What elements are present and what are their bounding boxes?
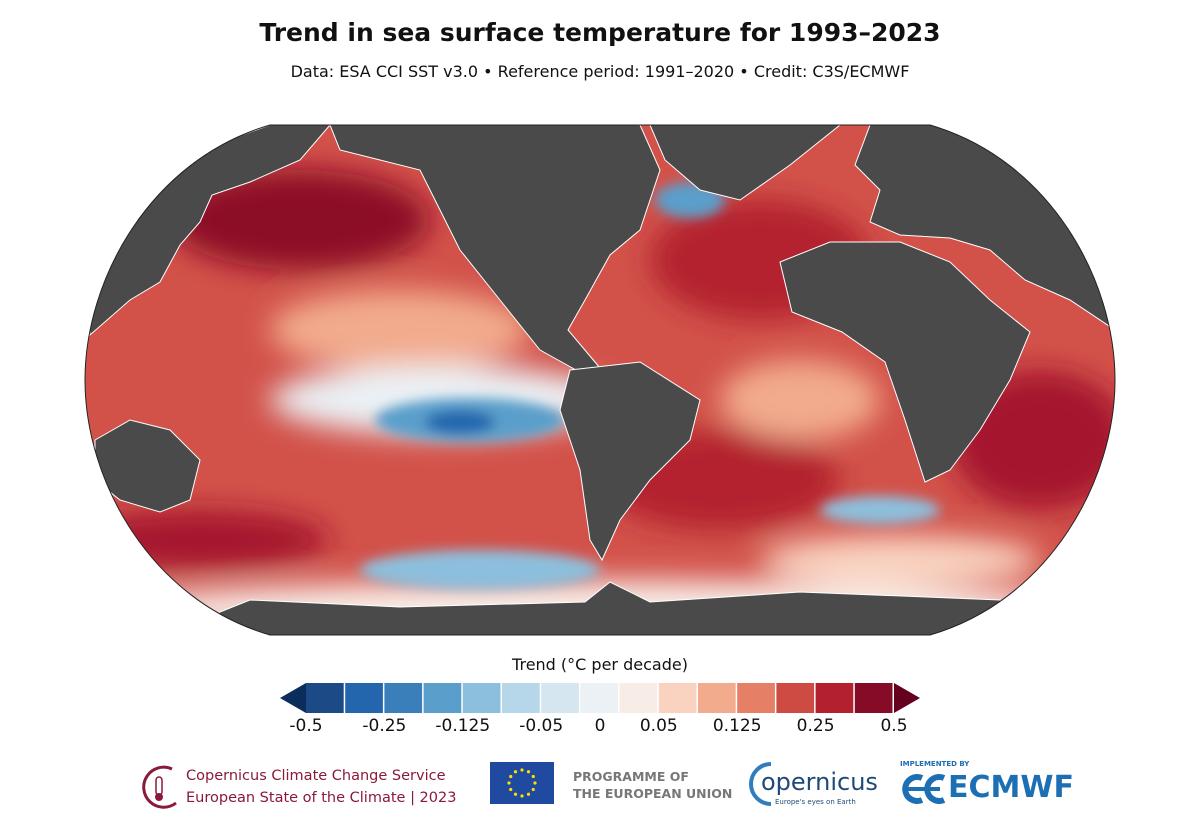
eu-star bbox=[509, 787, 513, 792]
colorbar bbox=[280, 683, 920, 713]
eu-star bbox=[513, 792, 518, 796]
c3s-line1: Copernicus Climate Change Service bbox=[186, 768, 446, 784]
eu-line1: PROGRAMME OF bbox=[573, 769, 689, 784]
greenland bbox=[649, 125, 842, 201]
colorbar-bin bbox=[815, 683, 854, 713]
colorbar-tick-label: 0 bbox=[594, 716, 606, 736]
land bbox=[85, 125, 1115, 635]
colorbar-tick-label: -0.125 bbox=[435, 716, 491, 736]
colorbar-bin bbox=[306, 683, 344, 713]
copernicus-tagline: Europe's eyes on Earth bbox=[775, 798, 856, 806]
eu-line2: THE EUROPEAN UNION bbox=[573, 786, 733, 801]
colorbar-bin bbox=[541, 683, 579, 713]
colorbar-tick-label: 0.125 bbox=[712, 716, 762, 736]
c3s-line2: European State of the Climate | 2023 bbox=[186, 790, 457, 806]
colorbar-tick-label: -0.05 bbox=[519, 716, 564, 736]
eu-flag-icon bbox=[490, 762, 554, 804]
colorbar-tick-label: -0.5 bbox=[289, 716, 323, 736]
colorbar-bin bbox=[737, 683, 775, 713]
eu-star bbox=[520, 768, 524, 772]
colorbar-bin bbox=[462, 683, 501, 713]
colorbar-bin bbox=[502, 683, 540, 713]
colorbar-tick-label: 0.5 bbox=[880, 716, 908, 736]
footer-logos: Copernicus Climate Change Service Europea… bbox=[0, 758, 1200, 818]
c3s-logo: Copernicus Climate Change Service Europea… bbox=[138, 763, 456, 813]
eu-star bbox=[507, 781, 511, 785]
colorbar-tick-label: 0.05 bbox=[639, 716, 678, 736]
colorbar-bin bbox=[854, 683, 893, 713]
colorbar-title: Trend (°C per decade) bbox=[512, 655, 688, 674]
thermometer-cloud-icon bbox=[142, 765, 177, 809]
ecmwf-wordmark: ECMWF bbox=[948, 770, 1074, 805]
ecmwf-symbol-icon bbox=[902, 774, 946, 804]
colorbar-bin bbox=[619, 683, 658, 713]
colorbar-tick-label: -0.25 bbox=[362, 716, 407, 736]
eu-star bbox=[513, 770, 518, 774]
colorbar-bin bbox=[776, 683, 815, 713]
eu-star bbox=[526, 770, 531, 774]
eu-star bbox=[533, 781, 537, 785]
eu-star bbox=[531, 787, 535, 792]
colorbar-bin bbox=[658, 683, 697, 713]
south-america bbox=[559, 361, 701, 562]
colorbar-bin bbox=[580, 683, 619, 713]
sst-trend-map bbox=[84, 124, 1116, 636]
eu-star bbox=[531, 774, 535, 779]
eu-star bbox=[520, 794, 524, 798]
africa bbox=[779, 241, 1031, 483]
map-title: Trend in sea surface temperature for 199… bbox=[259, 18, 941, 47]
eu-star bbox=[509, 774, 513, 779]
eu-star bbox=[526, 792, 531, 796]
colorbar-bin bbox=[423, 683, 462, 713]
colorbar-bin bbox=[698, 683, 736, 713]
copernicus-arc-icon bbox=[749, 762, 772, 806]
colorbar-tick-label: 0.25 bbox=[796, 716, 835, 736]
colorbar-bin bbox=[384, 683, 423, 713]
colorbar-bin bbox=[345, 683, 383, 713]
map-subtitle: Data: ESA CCI SST v3.0 • Reference perio… bbox=[290, 62, 910, 81]
ecmwf-implemented-by: IMPLEMENTED BY bbox=[900, 760, 970, 768]
colorbar-under-arrow bbox=[280, 683, 306, 713]
copernicus-wordmark: opernicus bbox=[761, 768, 878, 796]
colorbar-over-arrow bbox=[894, 683, 920, 713]
